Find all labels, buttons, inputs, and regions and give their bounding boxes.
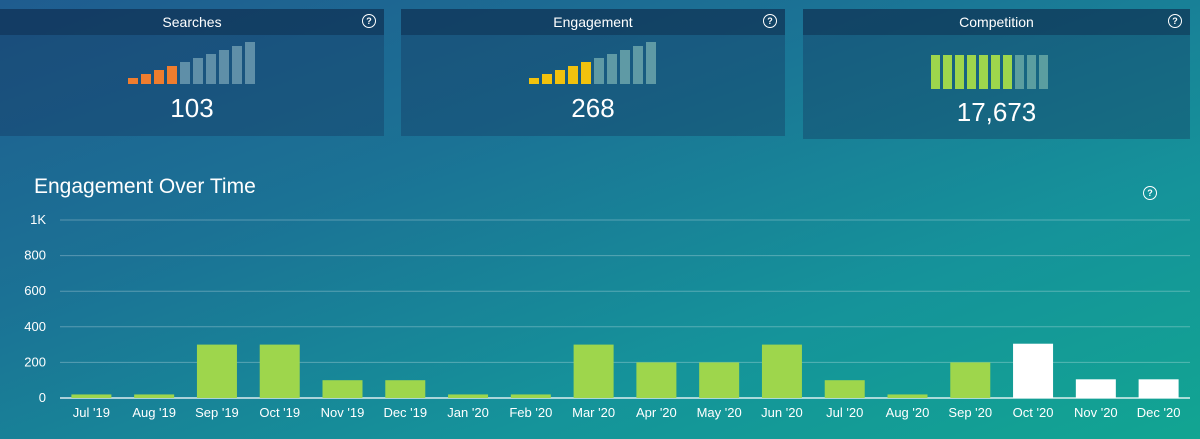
bar[interactable]: [196, 344, 237, 398]
level-meter-block: [1027, 55, 1036, 89]
level-meter-bar: [180, 62, 190, 84]
x-tick-label: Dec '20: [1137, 405, 1181, 420]
searches-level-meter: [128, 42, 255, 84]
bar[interactable]: [636, 362, 677, 398]
engagement-value: 268: [571, 93, 615, 123]
competition-card-header: Competition ?: [803, 9, 1190, 35]
level-meter-bar: [542, 74, 552, 84]
level-meter-bar: [206, 54, 216, 84]
level-meter-bar: [555, 70, 565, 84]
help-icon[interactable]: ?: [1168, 14, 1182, 28]
y-tick-label: 0: [39, 390, 46, 405]
level-meter-block: [1003, 55, 1012, 89]
bar[interactable]: [448, 394, 489, 398]
engagement-level-meter: [529, 42, 656, 84]
level-meter-bar: [568, 66, 578, 84]
level-meter-bar: [581, 62, 591, 84]
x-tick-label: Aug '20: [886, 405, 930, 420]
x-tick-label: Nov '20: [1074, 405, 1118, 420]
searches-card-title: Searches: [162, 14, 222, 30]
level-meter-block: [991, 55, 1000, 89]
help-icon[interactable]: ?: [1143, 186, 1157, 200]
x-tick-label: Sep '20: [948, 405, 992, 420]
x-tick-label: Jan '20: [447, 405, 489, 420]
bar[interactable]: [322, 380, 363, 398]
level-meter-bar: [167, 66, 177, 84]
level-meter-block: [1039, 55, 1048, 89]
competition-card-title: Competition: [959, 14, 1034, 30]
competition-card: Competition ? 17,673: [803, 9, 1190, 139]
bar[interactable]: [950, 362, 991, 398]
bar[interactable]: [1013, 343, 1054, 398]
bar[interactable]: [71, 394, 112, 398]
searches-card-header: Searches ?: [0, 9, 384, 35]
x-tick-label: Dec '19: [383, 405, 427, 420]
level-meter-block: [1015, 55, 1024, 89]
bar[interactable]: [1075, 379, 1116, 398]
bar[interactable]: [385, 380, 426, 398]
bar[interactable]: [259, 344, 300, 398]
level-meter-bar: [646, 42, 656, 84]
x-tick-label: Mar '20: [572, 405, 615, 420]
y-tick-label: 600: [24, 283, 46, 298]
level-meter-bar: [141, 74, 151, 84]
competition-value: 17,673: [956, 97, 1037, 127]
level-meter-block: [943, 55, 952, 89]
x-tick-label: Jun '20: [761, 405, 803, 420]
x-tick-label: Apr '20: [636, 405, 677, 420]
level-meter-block: [967, 55, 976, 89]
level-meter-bar: [154, 70, 164, 84]
level-meter-bar: [633, 46, 643, 84]
x-tick-label: Oct '19: [259, 405, 300, 420]
engagement-card-title: Engagement: [553, 14, 633, 30]
bar[interactable]: [573, 344, 614, 398]
level-meter-block: [955, 55, 964, 89]
bar[interactable]: [761, 344, 802, 398]
level-meter-bar: [128, 78, 138, 84]
level-meter-bar: [607, 54, 617, 84]
y-tick-label: 1K: [30, 212, 46, 227]
bar[interactable]: [887, 394, 928, 398]
level-meter-bar: [219, 50, 229, 84]
y-tick-label: 200: [24, 354, 46, 369]
x-tick-label: Aug '19: [132, 405, 176, 420]
level-meter-bar: [529, 78, 539, 84]
x-tick-label: Jul '19: [73, 405, 110, 420]
bar[interactable]: [510, 394, 551, 398]
x-tick-label: Nov '19: [321, 405, 365, 420]
y-tick-label: 800: [24, 248, 46, 263]
y-tick-label: 400: [24, 319, 46, 334]
help-icon[interactable]: ?: [362, 14, 376, 28]
level-meter-block: [979, 55, 988, 89]
engagement-card-header: Engagement ?: [401, 9, 785, 35]
x-tick-label: Jul '20: [826, 405, 863, 420]
level-meter-bar: [594, 58, 604, 84]
x-tick-label: Sep '19: [195, 405, 239, 420]
searches-card: Searches ? 103: [0, 9, 384, 136]
bar[interactable]: [1138, 379, 1179, 398]
level-meter-bar: [232, 46, 242, 84]
bar[interactable]: [699, 362, 740, 398]
level-meter-bar: [620, 50, 630, 84]
engagement-bar-chart: 0 200 400 600 800 1K Jul '19 Aug '19 Sep '19 Oct …: [24, 212, 1190, 420]
competition-level-meter: [931, 55, 1048, 89]
x-tick-label: May '20: [697, 405, 742, 420]
x-tick-label: Oct '20: [1013, 405, 1054, 420]
chart-title: Engagement Over Time: [34, 175, 256, 198]
bar[interactable]: [824, 380, 865, 398]
searches-value: 103: [170, 93, 214, 123]
x-tick-label: Feb '20: [509, 405, 552, 420]
bar[interactable]: [134, 394, 175, 398]
level-meter-bar: [245, 42, 255, 84]
help-icon[interactable]: ?: [763, 14, 777, 28]
engagement-card: Engagement ? 268: [401, 9, 785, 136]
level-meter-block: [931, 55, 940, 89]
level-meter-bar: [193, 58, 203, 84]
